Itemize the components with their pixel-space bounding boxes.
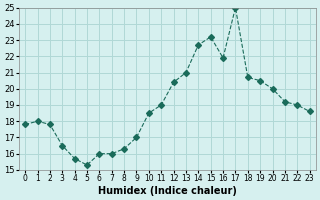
X-axis label: Humidex (Indice chaleur): Humidex (Indice chaleur): [98, 186, 237, 196]
